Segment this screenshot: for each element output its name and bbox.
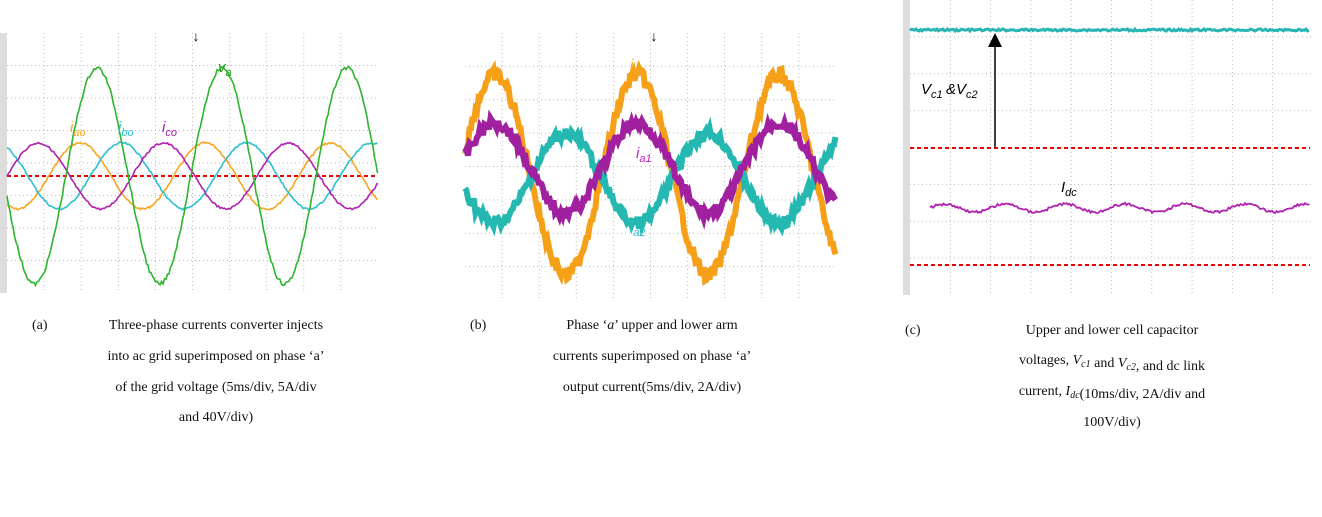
caption-text: and — [1091, 356, 1118, 371]
caption-italic: a — [607, 318, 614, 333]
caption-text: ’ upper and lower arm — [614, 318, 737, 333]
label-sub: c1 — [931, 89, 943, 101]
caption-sub: c1 — [1081, 359, 1090, 370]
capacitor-voltage — [910, 29, 1309, 31]
caption-text: currents superimposed on phase ‘a’ — [553, 349, 751, 364]
caption-text: of the grid voltage (5ms/div, 5A/div — [115, 380, 316, 395]
label-sub: co — [165, 127, 177, 139]
caption-line: into ac grid superimposed on phase ‘a’ — [108, 349, 325, 364]
caption-line: currents superimposed on phase ‘a’ — [553, 349, 751, 364]
caption-line: Phase ‘a’ upper and lower arm — [566, 318, 737, 333]
figure: ↓vaiaoiboico(a)Three-phase currents conv… — [0, 0, 1322, 517]
caption-text: and 40V/div) — [179, 410, 254, 425]
label-sub: ao — [73, 127, 85, 139]
caption-text: Upper and lower cell capacitor — [1026, 323, 1199, 338]
caption-line: of the grid voltage (5ms/div, 5A/div — [115, 380, 316, 395]
caption-text: current, — [1019, 384, 1066, 399]
scope-edge — [0, 33, 7, 293]
caption-line: and 40V/div) — [179, 410, 254, 425]
label-sub: a — [226, 67, 232, 79]
label-sub: ao — [633, 65, 645, 77]
caption-text: voltages, — [1019, 353, 1073, 368]
scope-edge — [903, 0, 910, 295]
caption-text: into ac grid superimposed on phase ‘a’ — [108, 349, 325, 364]
caption-line: output current(5ms/div, 2A/div) — [563, 380, 742, 395]
trigger-marker: ↓ — [193, 30, 200, 45]
label-sub: c2 — [966, 89, 978, 101]
caption-line: Upper and lower cell capacitor — [1026, 323, 1199, 338]
caption-tag: (b) — [470, 318, 487, 333]
caption-line: Three-phase currents converter injects — [109, 318, 323, 333]
caption-text: output current(5ms/div, 2A/div) — [563, 380, 742, 395]
caption-text: 100V/div) — [1083, 415, 1141, 430]
label-sub: dc — [1065, 187, 1077, 199]
label-sub: bo — [121, 127, 133, 139]
label-sub: a1 — [639, 153, 651, 165]
caption-tag: (c) — [905, 323, 921, 338]
caption-text: , and dc link — [1136, 359, 1205, 374]
caption-sub: c2 — [1126, 362, 1135, 373]
label-base: &V — [946, 81, 968, 98]
caption-tag: (a) — [32, 318, 48, 333]
label-sub: a2 — [633, 227, 645, 239]
caption-text: (10ms/div, 2A/div and — [1080, 387, 1205, 402]
caption-line: 100V/div) — [1083, 415, 1141, 430]
caption-text: Phase ‘ — [566, 318, 607, 333]
trigger-marker: ↓ — [651, 30, 658, 45]
caption-text: Three-phase currents converter injects — [109, 318, 323, 333]
